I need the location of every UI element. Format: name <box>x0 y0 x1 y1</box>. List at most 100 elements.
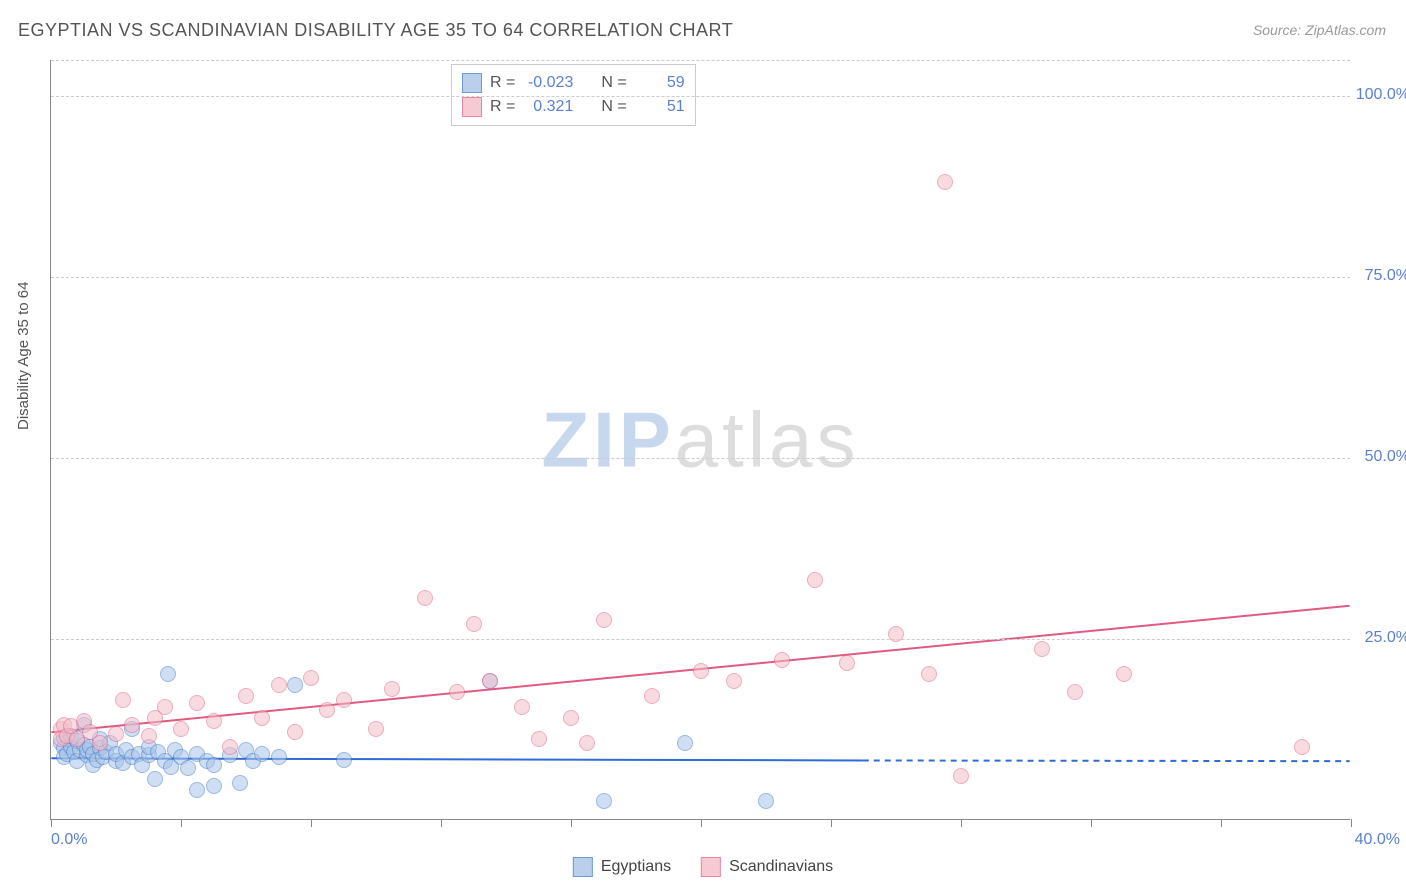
scandinavians-point <box>206 713 222 729</box>
scandinavians-point <box>563 710 579 726</box>
scandinavians-point <box>1067 684 1083 700</box>
scandinavians-point <box>115 692 131 708</box>
egyptians-swatch <box>573 857 593 877</box>
scandinavians-point <box>319 702 335 718</box>
gridline <box>51 639 1350 640</box>
series-legend: EgyptiansScandinavians <box>573 857 833 877</box>
scandinavians-point <box>482 673 498 689</box>
scandinavians-n-value: 51 <box>635 98 685 116</box>
scandinavians-point <box>287 724 303 740</box>
scandinavians-point <box>888 626 904 642</box>
gridline <box>51 277 1350 278</box>
egyptians-n-value: 59 <box>635 74 685 92</box>
trend-lines <box>51 60 1350 819</box>
x-tick <box>311 819 312 827</box>
x-axis-max-label: 40.0% <box>1355 831 1400 849</box>
stats-legend: R = -0.023 N = 59 R = 0.321 N = 51 <box>451 64 696 126</box>
scandinavians-point <box>124 717 140 733</box>
y-axis-title: Disability Age 35 to 64 <box>15 282 32 430</box>
egyptians-point <box>147 771 163 787</box>
scandinavians-point <box>1034 641 1050 657</box>
legend-item-scandinavians: Scandinavians <box>701 857 833 877</box>
scandinavians-label: Scandinavians <box>729 858 833 876</box>
egyptians-point <box>254 746 270 762</box>
scandinavians-r-value: 0.321 <box>523 98 573 116</box>
scandinavians-point <box>466 616 482 632</box>
r-label: R = <box>490 98 515 116</box>
y-tick-label: 50.0% <box>1365 448 1406 466</box>
x-tick <box>51 819 52 827</box>
scandinavians-point <box>531 731 547 747</box>
x-tick <box>961 819 962 827</box>
y-tick-label: 100.0% <box>1356 86 1406 104</box>
n-label: N = <box>601 98 626 116</box>
watermark-zip: ZIP <box>541 395 674 483</box>
scandinavians-point <box>108 726 124 742</box>
x-tick <box>1221 819 1222 827</box>
scandinavians-swatch <box>701 857 721 877</box>
scandinavians-point <box>1116 666 1132 682</box>
egyptians-r-value: -0.023 <box>523 74 573 92</box>
r-label: R = <box>490 74 515 92</box>
stats-legend-row-egyptians: R = -0.023 N = 59 <box>462 71 685 95</box>
scandinavians-point <box>368 721 384 737</box>
egyptians-point <box>596 793 612 809</box>
egyptians-point <box>271 749 287 765</box>
scandinavians-point <box>238 688 254 704</box>
y-tick-label: 25.0% <box>1365 629 1406 647</box>
scandinavians-point <box>271 677 287 693</box>
source-attribution: Source: ZipAtlas.com <box>1253 22 1386 38</box>
scandinavians-point <box>449 684 465 700</box>
scandinavians-point <box>644 688 660 704</box>
egyptians-point <box>189 782 205 798</box>
scandinavians-point <box>921 666 937 682</box>
chart-container: EGYPTIAN VS SCANDINAVIAN DISABILITY AGE … <box>0 0 1406 892</box>
x-tick <box>1351 819 1352 827</box>
source-prefix: Source: <box>1253 22 1305 38</box>
scandinavians-point <box>157 699 173 715</box>
chart-title: EGYPTIAN VS SCANDINAVIAN DISABILITY AGE … <box>18 20 733 41</box>
watermark-atlas: atlas <box>675 395 860 483</box>
scandinavians-point <box>726 673 742 689</box>
x-axis-min-label: 0.0% <box>51 831 87 849</box>
scandinavians-point <box>173 721 189 737</box>
scandinavians-point <box>579 735 595 751</box>
scandinavians-point <box>141 728 157 744</box>
scandinavians-point <box>336 692 352 708</box>
scandinavians-point <box>953 768 969 784</box>
gridline <box>51 458 1350 459</box>
scandinavians-point <box>807 572 823 588</box>
scandinavians-point <box>417 590 433 606</box>
x-tick <box>441 819 442 827</box>
egyptians-point <box>180 760 196 776</box>
egyptians-point <box>160 666 176 682</box>
scandinavians-point <box>596 612 612 628</box>
scandinavians-point <box>1294 739 1310 755</box>
n-label: N = <box>601 74 626 92</box>
gridline <box>51 96 1350 97</box>
x-tick <box>831 819 832 827</box>
egyptians-point <box>206 778 222 794</box>
egyptians-point <box>677 735 693 751</box>
egyptians-trendline-extrapolated <box>863 760 1350 761</box>
scandinavians-point <box>254 710 270 726</box>
scandinavians-point <box>774 652 790 668</box>
stats-legend-row-scandinavians: R = 0.321 N = 51 <box>462 95 685 119</box>
x-tick <box>571 819 572 827</box>
scandinavians-point <box>303 670 319 686</box>
scandinavians-point <box>937 174 953 190</box>
egyptians-point <box>206 757 222 773</box>
egyptians-point <box>336 752 352 768</box>
scandinavians-point <box>222 739 238 755</box>
scandinavians-point <box>514 699 530 715</box>
egyptians-point <box>232 775 248 791</box>
egyptians-point <box>758 793 774 809</box>
scandinavians-point <box>384 681 400 697</box>
scandinavians-point <box>693 663 709 679</box>
scandinavians-swatch <box>462 97 482 117</box>
x-tick <box>1091 819 1092 827</box>
scandinavians-point <box>189 695 205 711</box>
x-tick <box>701 819 702 827</box>
source-name: ZipAtlas.com <box>1305 22 1386 38</box>
egyptians-swatch <box>462 73 482 93</box>
